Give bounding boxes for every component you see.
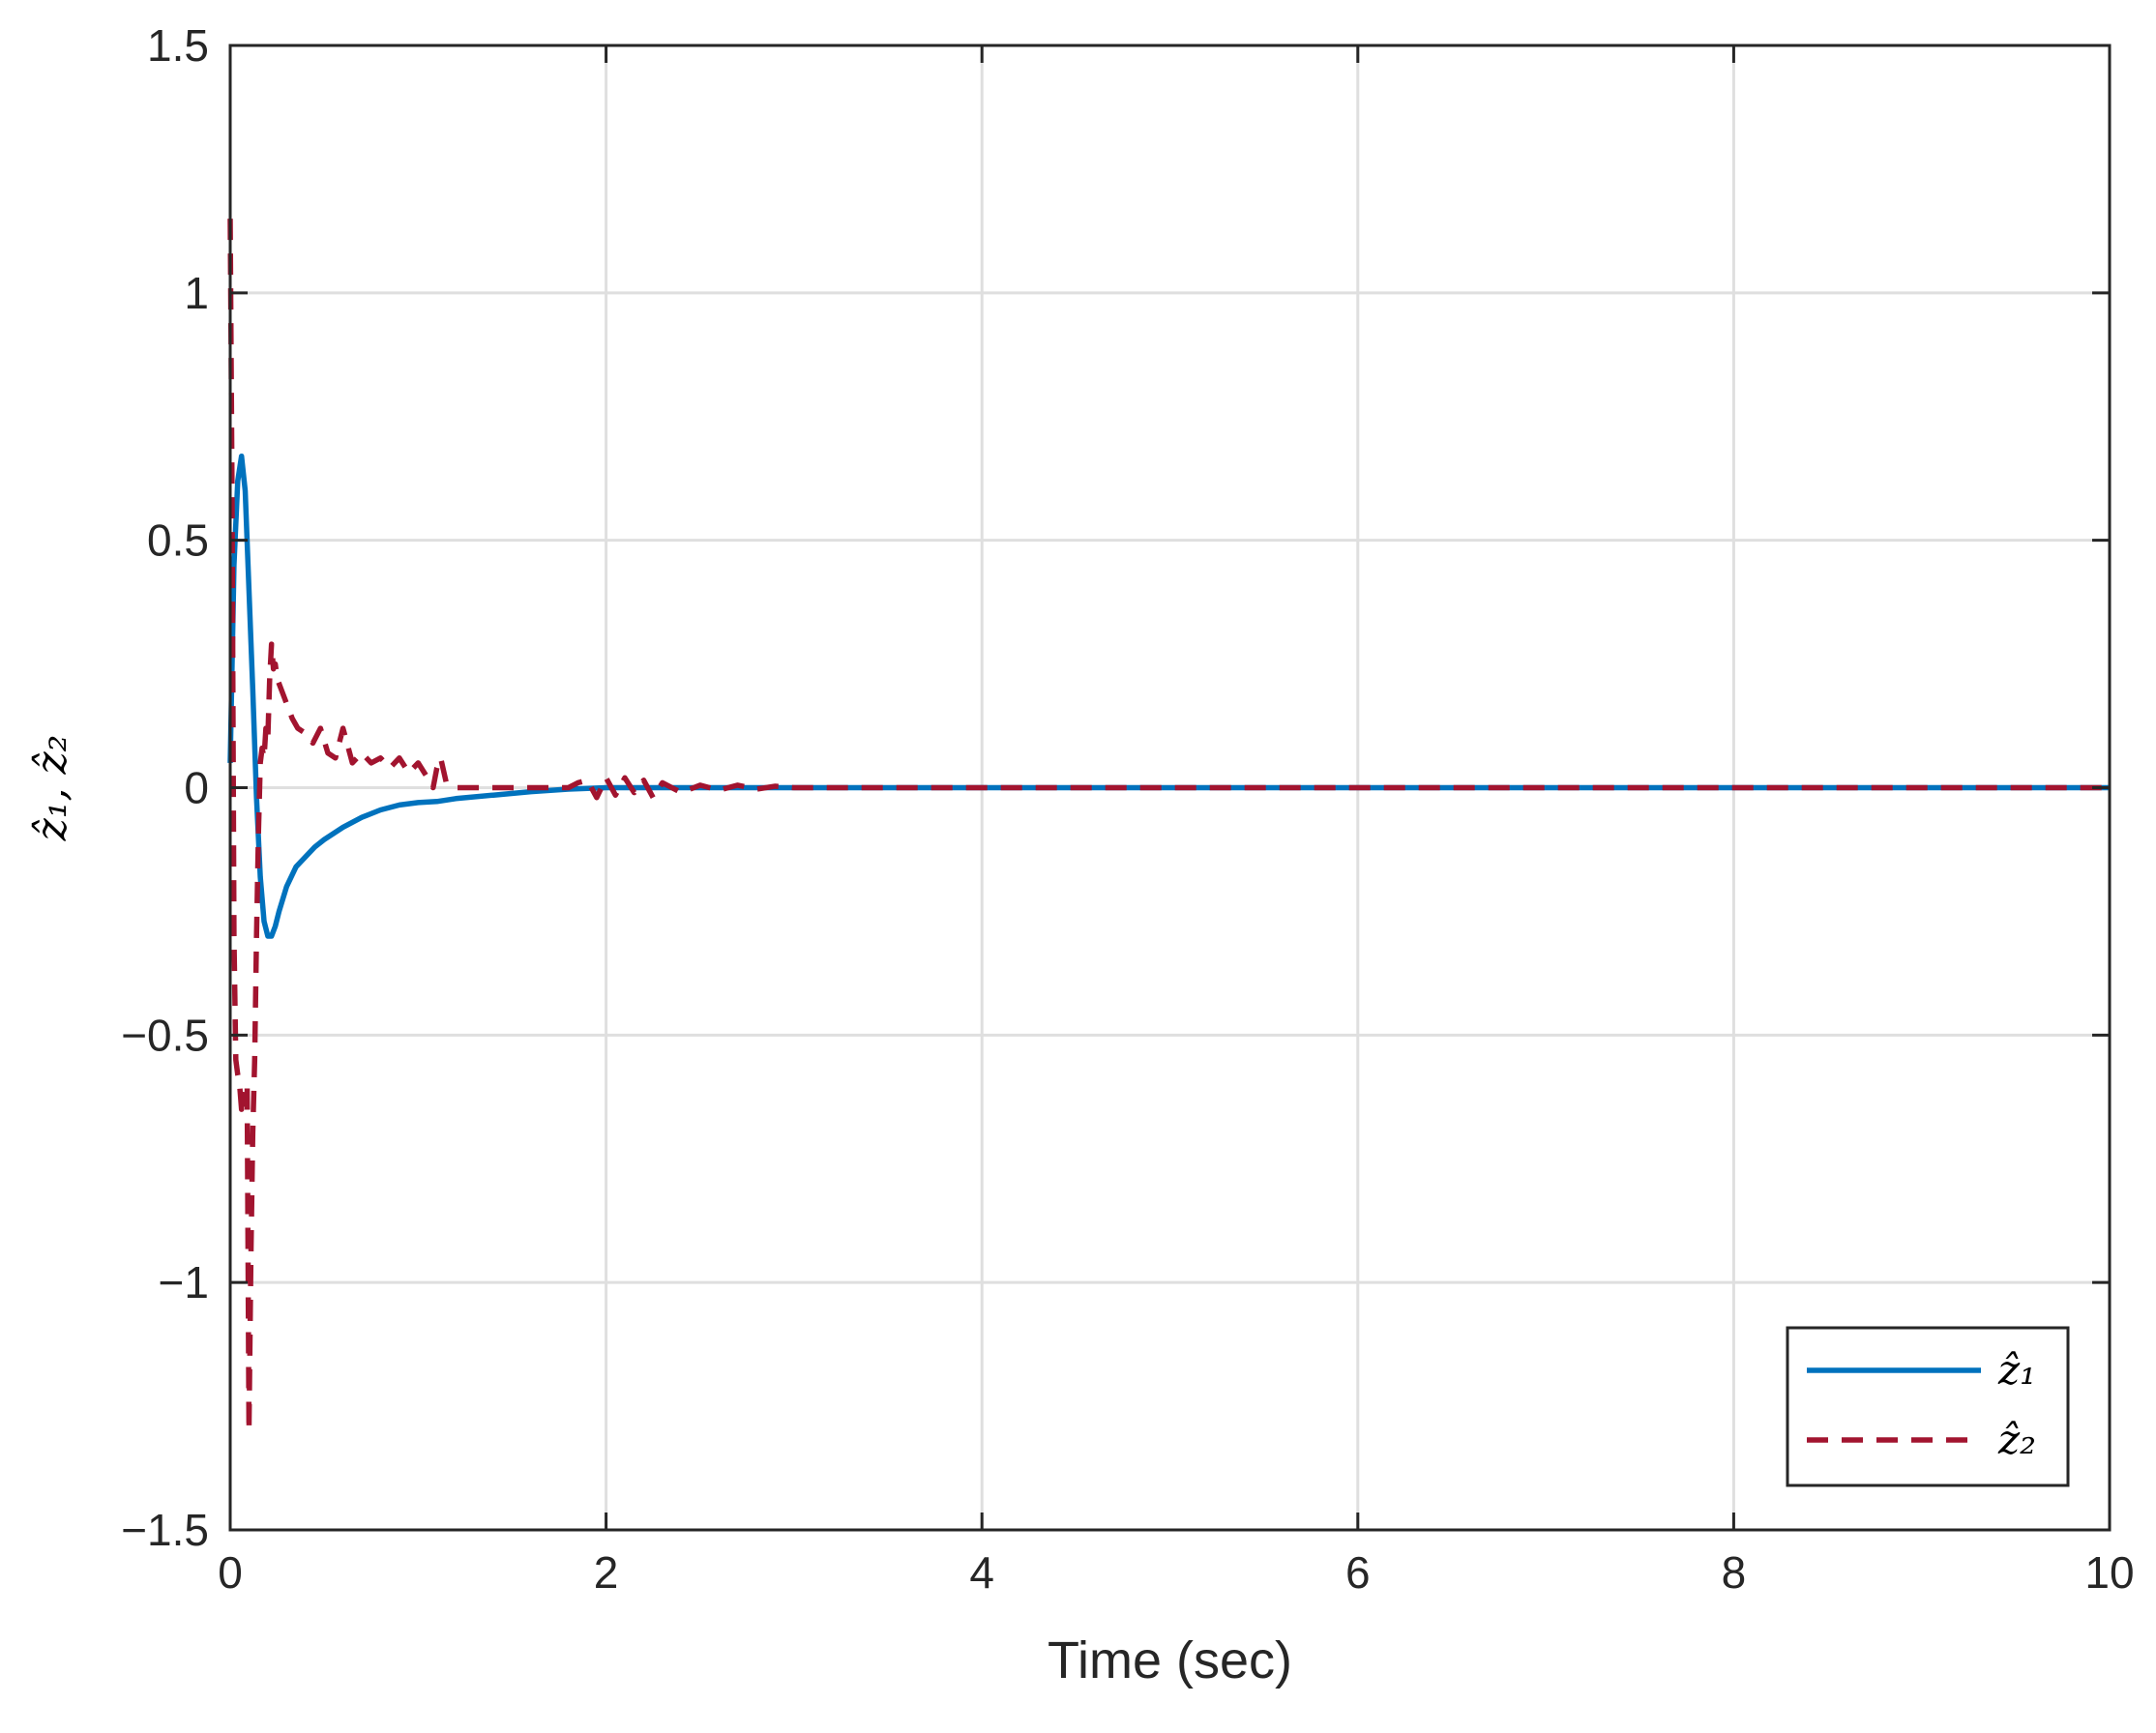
- x-tick-label: 6: [1345, 1547, 1371, 1598]
- y-tick-label: −1.5: [121, 1505, 209, 1555]
- x-tick-label: 0: [218, 1547, 243, 1598]
- legend: ẑ₁ ẑ₂: [1786, 1326, 2070, 1487]
- x-tick-label: 10: [2084, 1547, 2134, 1598]
- legend-box: [1786, 1326, 2070, 1487]
- y-tick-labels: −1.5 −1 −0.5 0 0.5 1 1.5: [121, 20, 209, 1555]
- x-tick-label: 4: [969, 1547, 994, 1598]
- x-tick-label: 8: [1722, 1547, 1747, 1598]
- y-axis-title: ẑ₁, ẑ₂: [27, 735, 76, 842]
- y-tick-label: 1.5: [147, 20, 209, 71]
- x-tick-labels: 0 2 4 6 8 10: [218, 1547, 2134, 1598]
- legend-label-z2: ẑ₂: [1997, 1416, 2036, 1463]
- y-tick-label: −0.5: [121, 1010, 209, 1060]
- y-tick-label: −1: [159, 1257, 209, 1307]
- tick-marks: [228, 44, 2112, 1532]
- x-axis-title: Time (sec): [1048, 1631, 1292, 1689]
- y-tick-label: 0: [184, 763, 209, 813]
- series-layer: [227, 219, 2110, 1434]
- x-tick-label: 2: [594, 1547, 619, 1598]
- series-1-line: [227, 453, 2110, 939]
- legend-label-z1: ẑ₁: [1997, 1346, 2036, 1394]
- y-tick-label: 1: [184, 268, 209, 318]
- y-tick-label: 0.5: [147, 515, 209, 566]
- series-2-line: [227, 219, 2110, 1434]
